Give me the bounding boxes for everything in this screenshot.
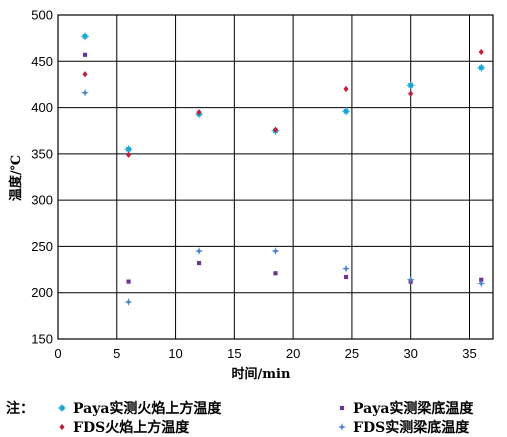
legend-item-paya-beam: Paya实测梁底温度 bbox=[334, 398, 473, 418]
legend-item-fds-beam: FDS实测梁底温度 bbox=[334, 417, 469, 437]
y-tick-label: 400 bbox=[31, 100, 53, 115]
series-0 bbox=[81, 32, 486, 154]
x-tick-label: 5 bbox=[113, 346, 120, 361]
data-point bbox=[343, 85, 349, 93]
x-tick-label: 0 bbox=[54, 346, 61, 361]
data-point bbox=[477, 63, 486, 72]
plot-frame bbox=[57, 14, 494, 340]
data-point bbox=[197, 261, 202, 266]
legend-marker-square bbox=[334, 402, 350, 414]
data-point bbox=[406, 81, 415, 90]
series-2 bbox=[82, 48, 484, 158]
legend-marker-svg bbox=[339, 405, 345, 411]
tick-labels: 150 200 250 300 350 400 450 500 0 5 10 15 20 25 30 35 bbox=[31, 8, 476, 362]
legend-label: Paya实测梁底温度 bbox=[353, 401, 474, 417]
legend-marker-star bbox=[334, 421, 350, 433]
data-point bbox=[478, 48, 484, 56]
axes bbox=[57, 14, 494, 340]
legend-label: FDS火焰上方温度 bbox=[73, 420, 190, 436]
x-tick-label: 20 bbox=[286, 346, 300, 361]
y-tick-label: 450 bbox=[31, 54, 53, 69]
data-point bbox=[477, 279, 486, 288]
y-tick-label: 250 bbox=[31, 239, 53, 254]
data-point bbox=[126, 279, 131, 284]
x-tick-label: 25 bbox=[345, 346, 359, 361]
data-point bbox=[82, 71, 88, 78]
x-tick-label: 35 bbox=[462, 346, 476, 361]
y-tick-label: 150 bbox=[31, 332, 53, 347]
y-tick-label: 350 bbox=[31, 146, 53, 161]
data-point bbox=[195, 247, 203, 255]
data-point bbox=[342, 264, 350, 273]
data-point bbox=[271, 247, 280, 255]
data-point bbox=[343, 274, 349, 280]
data-point bbox=[273, 271, 278, 276]
data-point bbox=[408, 90, 414, 97]
legend-marker-asterisk bbox=[54, 402, 70, 414]
series-3 bbox=[81, 88, 486, 306]
legend-note: 注： bbox=[6, 401, 34, 417]
legend-marker-diamond bbox=[54, 421, 70, 433]
data-point bbox=[124, 298, 133, 306]
data-points bbox=[81, 32, 486, 306]
x-tick-label: 30 bbox=[403, 346, 417, 361]
legend-item-fds-flame: FDS火焰上方温度 bbox=[54, 417, 189, 437]
grid-lines bbox=[58, 14, 493, 340]
legend-item-paya-flame: Paya实测火焰上方温度 bbox=[54, 398, 221, 418]
legend: 注： Paya实测火焰上方温度 Paya实测梁底温度 FDS火焰上方温度 FDS… bbox=[0, 390, 507, 437]
y-tick-label: 300 bbox=[31, 193, 53, 208]
legend-label: Paya实测火焰上方温度 bbox=[73, 401, 222, 417]
y-tick-label: 200 bbox=[31, 285, 53, 300]
y-tick-label: 500 bbox=[31, 8, 53, 23]
legend-marker-svg bbox=[338, 423, 346, 431]
x-tick-label: 15 bbox=[227, 346, 241, 361]
x-tick-label: 10 bbox=[168, 346, 182, 361]
series-1 bbox=[82, 52, 484, 284]
legend-label: FDS实测梁底温度 bbox=[353, 420, 470, 436]
data-point bbox=[272, 126, 279, 133]
data-point bbox=[82, 52, 88, 57]
scatter-chart: 150 200 250 300 350 400 450 500 0 5 10 15 20 25 30 35 时… bbox=[8, 8, 494, 382]
data-point bbox=[342, 107, 350, 116]
data-point bbox=[81, 88, 89, 97]
legend-marker-svg bbox=[58, 404, 66, 412]
data-point bbox=[125, 151, 132, 158]
data-point bbox=[81, 32, 89, 41]
legend-marker-svg bbox=[59, 423, 65, 431]
data-point bbox=[406, 275, 415, 284]
x-axis-label: 时间/min bbox=[232, 366, 291, 382]
data-point bbox=[196, 109, 202, 116]
y-axis-label: 温度/℃ bbox=[8, 155, 24, 201]
